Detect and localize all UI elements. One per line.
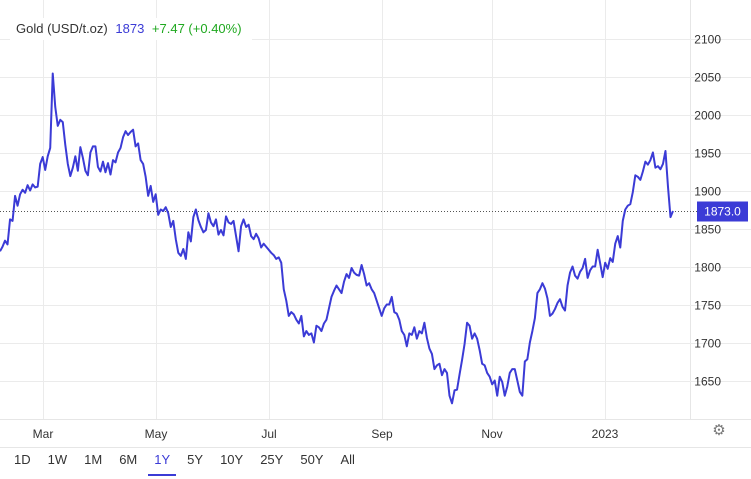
range-button-10y[interactable]: 10Y: [220, 452, 244, 467]
current-price: 1873: [115, 21, 145, 36]
range-button-1m[interactable]: 1M: [84, 452, 103, 467]
x-tick-label: Jul: [261, 427, 276, 441]
x-tick-label: 2023: [592, 427, 619, 441]
y-tick-label: 1750: [694, 299, 721, 313]
range-button-25y[interactable]: 25Y: [260, 452, 284, 467]
instrument-title: Gold (USD/t.oz): [16, 21, 108, 36]
current-price-tag-label: 1873.0: [704, 205, 741, 219]
x-tick-label: Nov: [481, 427, 502, 441]
range-button-5y[interactable]: 5Y: [187, 452, 204, 467]
range-button-50y[interactable]: 50Y: [300, 452, 324, 467]
time-range-selector: 1D 1W 1M 6M 1Y 5Y 10Y 25Y 50Y All: [14, 448, 372, 476]
range-button-1w[interactable]: 1W: [47, 452, 68, 467]
current-price-tag: 1873.0: [697, 201, 748, 222]
price-change: +7.47 (+0.40%): [151, 21, 242, 36]
y-tick-label: 2100: [694, 33, 721, 47]
y-tick-label: 1850: [694, 223, 721, 237]
x-axis: Mar May Jul Sep Nov 2023: [33, 427, 619, 441]
chart-grid: [0, 0, 751, 448]
range-button-6m[interactable]: 6M: [119, 452, 138, 467]
y-tick-label: 1700: [694, 337, 721, 351]
y-tick-label: 2050: [694, 71, 721, 85]
range-button-1y[interactable]: 1Y: [148, 448, 177, 476]
range-button-1d[interactable]: 1D: [14, 452, 31, 467]
series-line-gold: [0, 72, 674, 405]
x-tick-label: Mar: [33, 427, 54, 441]
y-axis: 1650 1700 1750 1800 1850 1900 1950 2000 2050 2100: [694, 33, 721, 389]
y-tick-label: 1800: [694, 261, 721, 275]
y-tick-label: 2000: [694, 109, 721, 123]
gear-icon[interactable]: ⚙: [712, 422, 726, 439]
chart-header: Gold (USD/t.oz) 1873 +7.47 (+0.40%): [10, 18, 252, 40]
x-tick-label: May: [145, 427, 168, 441]
y-tick-label: 1900: [694, 185, 721, 199]
x-tick-label: Sep: [371, 427, 393, 441]
y-tick-label: 1650: [694, 375, 721, 389]
range-button-all[interactable]: All: [340, 452, 355, 467]
y-tick-label: 1950: [694, 147, 721, 161]
